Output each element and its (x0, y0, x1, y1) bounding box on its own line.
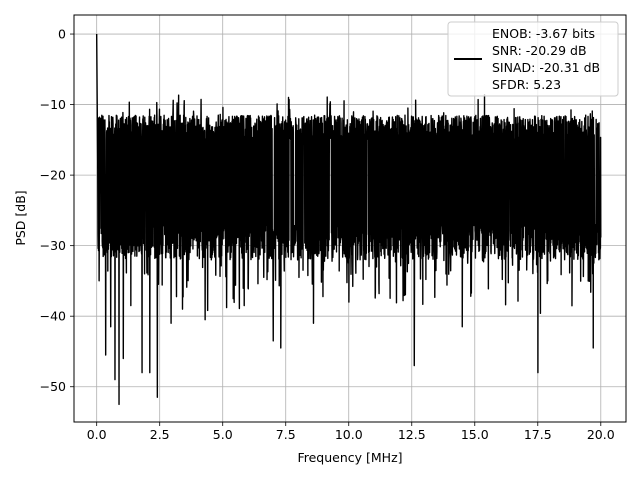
axes-frame (73, 14, 627, 423)
y-tick-label: −50 (40, 379, 66, 394)
x-axis-label: Frequency [MHz] (297, 450, 402, 465)
x-tick-label: 7.5 (276, 427, 296, 442)
x-tick-label: 2.5 (150, 427, 170, 442)
plot-area (95, 34, 602, 406)
x-tick-label: 20.0 (587, 427, 615, 442)
legend: ENOB: -3.67 bits SNR: -20.29 dB SINAD: -… (447, 21, 619, 97)
x-tick-label: 10.0 (335, 427, 363, 442)
legend-enob: ENOB: -3.67 bits (492, 26, 595, 41)
x-tick-label: 17.5 (524, 427, 552, 442)
y-axis-label: PSD [dB] (13, 190, 28, 245)
legend-sinad: SINAD: -20.31 dB (492, 60, 600, 75)
y-tick-label: −10 (40, 97, 66, 112)
x-axis-ticks: 0.0 2.5 5.0 7.5 10.0 12.5 15.0 17.5 20.0 (87, 422, 615, 442)
legend-snr: SNR: -20.29 dB (492, 43, 587, 58)
y-tick-label: −40 (40, 309, 66, 324)
x-tick-label: 12.5 (398, 427, 426, 442)
x-tick-label: 15.0 (461, 427, 489, 442)
psd-series-line (95, 34, 602, 406)
legend-sfdr: SFDR: 5.23 (492, 77, 561, 92)
y-tick-label: 0 (58, 27, 66, 42)
x-tick-label: 0.0 (87, 427, 107, 442)
y-axis-ticks: 0 −10 −20 −30 −40 −50 (40, 27, 74, 394)
legend-box (447, 21, 619, 97)
y-tick-label: −30 (40, 238, 66, 253)
y-tick-label: −20 (40, 168, 66, 183)
x-tick-label: 5.0 (213, 427, 233, 442)
